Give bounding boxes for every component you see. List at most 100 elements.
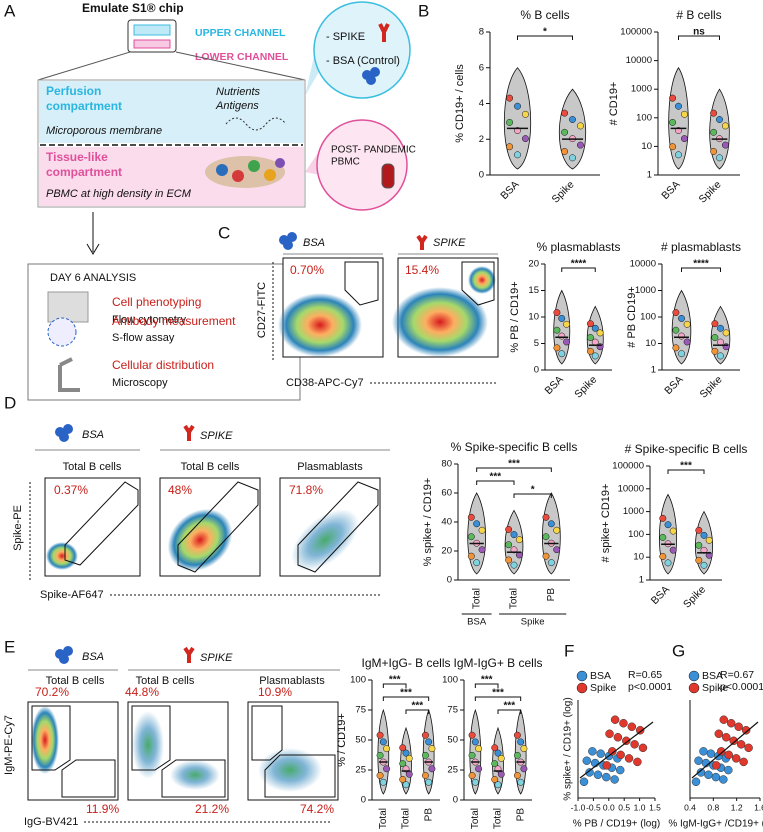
- dot-decoration: [467, 513, 475, 521]
- dot-decoration: [624, 754, 634, 763]
- gate-percent: 11.9%: [86, 802, 119, 816]
- legend-label: Spike: [590, 682, 616, 694]
- sig-bracket: [474, 683, 499, 688]
- gate-percent: 74.2%: [300, 802, 334, 816]
- panel-d-flow: BSA SPIKE Total B cells Total B cells Pl…: [12, 424, 390, 601]
- dot-decoration: [694, 756, 703, 765]
- gate: [177, 481, 259, 573]
- dot-decoration: [558, 332, 566, 340]
- ecm: [205, 156, 285, 188]
- gate: [344, 261, 379, 306]
- x-tick-label: 0.0: [603, 802, 615, 812]
- density: [278, 293, 362, 357]
- dot-decoration: [494, 749, 502, 757]
- dot-decoration: [613, 733, 623, 742]
- bsa-icon: [55, 424, 73, 442]
- dot-decoration: [506, 94, 514, 102]
- y-tick-label: 0: [479, 170, 484, 181]
- dot-decoration: [471, 778, 479, 786]
- dot-decoration: [520, 765, 528, 773]
- dot-decoration: [576, 122, 584, 130]
- y-axis-label: % spike+ / CD19+: [422, 478, 434, 567]
- dot-decoration: [586, 334, 594, 341]
- dot-decoration: [547, 559, 555, 567]
- dot-decoration: [711, 347, 719, 355]
- x-tick-label: 0.5: [618, 802, 630, 812]
- y-tick-label: 100: [350, 675, 366, 686]
- dot-decoration: [596, 749, 605, 758]
- dot-decoration: [510, 546, 518, 554]
- dot-decoration: [376, 731, 384, 739]
- x-tick-label: PB: [423, 808, 434, 822]
- dot-decoration: [593, 770, 603, 780]
- gate-percent: 44.8%: [125, 685, 159, 699]
- analysis-method: Microscopy: [112, 377, 168, 389]
- pbmc-label: POST- PANDEMIC: [331, 145, 416, 156]
- dot-decoration: [744, 743, 753, 753]
- dot-decoration: [547, 520, 555, 528]
- dot-decoration: [497, 770, 505, 778]
- sig-bracket: [517, 35, 573, 40]
- dot-decoration: [638, 743, 648, 753]
- fit-line: [579, 721, 654, 779]
- dot-decoration: [608, 747, 617, 756]
- x-tick-label: Total: [401, 808, 412, 829]
- callout: [305, 150, 320, 175]
- dot-decoration: [421, 772, 429, 779]
- pbmc-ecm-label: PBMC at high density in ECM: [46, 188, 192, 200]
- legend-label: BSA: [702, 670, 723, 682]
- gate: [64, 481, 139, 566]
- dot-decoration: [563, 338, 571, 346]
- condition-label: SPIKE: [200, 430, 233, 442]
- density: [170, 760, 220, 790]
- dot-decoration: [704, 770, 713, 780]
- chip-upper: [133, 24, 171, 36]
- plot-title: Plasmablasts: [259, 675, 325, 687]
- x-tick-label: 1.6: [754, 802, 763, 812]
- significance: ***: [492, 688, 504, 699]
- dot-decoration: [553, 526, 561, 534]
- dot-decoration: [510, 531, 518, 539]
- dot-decoration: [421, 731, 429, 739]
- dot-decoration: [680, 135, 688, 143]
- gate-percent: 48%: [168, 483, 192, 497]
- gate-percent: 15.4%: [405, 263, 439, 277]
- dot-decoration: [506, 118, 514, 126]
- sig-bracket: [561, 267, 596, 272]
- panel-label: G: [672, 641, 685, 660]
- chart-title: # plasmablasts: [661, 240, 741, 254]
- significance: ***: [400, 688, 412, 699]
- analysis-method: S-flow assay: [112, 332, 175, 344]
- gate-percent: 0.37%: [54, 483, 88, 497]
- y-axis-label: % PB / CD19+: [509, 281, 521, 352]
- plot-title: Total B cells: [136, 675, 195, 687]
- y-tick-label: 25: [355, 765, 366, 776]
- dot-decoration: [695, 526, 703, 534]
- y-tick-label: 100000: [620, 27, 652, 38]
- sig-bracket: [476, 480, 515, 485]
- x-tick-label: BSA: [649, 584, 672, 607]
- x-tick-label: 1.0: [634, 802, 646, 812]
- dot-decoration: [605, 729, 614, 739]
- dot-decoration: [402, 749, 410, 757]
- density: [258, 748, 322, 792]
- arrow: [86, 212, 100, 255]
- condition-label: BSA: [303, 237, 325, 249]
- sig-bracket: [513, 493, 552, 498]
- bsa-icon: [362, 67, 380, 85]
- legend-swatch: [688, 670, 700, 682]
- x-axis-label: CD38-APC-Cy7: [286, 377, 364, 389]
- spike-icon: [183, 424, 195, 441]
- dot-decoration: [399, 776, 407, 783]
- dot-decoration: [513, 772, 521, 779]
- y-tick-label: 25: [447, 765, 458, 776]
- dot-decoration: [379, 778, 387, 786]
- dot-decoration: [399, 760, 407, 768]
- dot-decoration: [491, 760, 499, 768]
- gate: [297, 481, 379, 573]
- y-tick-label: 5: [534, 338, 539, 349]
- x-tick-label: Spike: [550, 178, 577, 205]
- dot-decoration: [678, 332, 685, 340]
- dot-decoration: [497, 754, 505, 762]
- dot-decoration: [542, 533, 550, 541]
